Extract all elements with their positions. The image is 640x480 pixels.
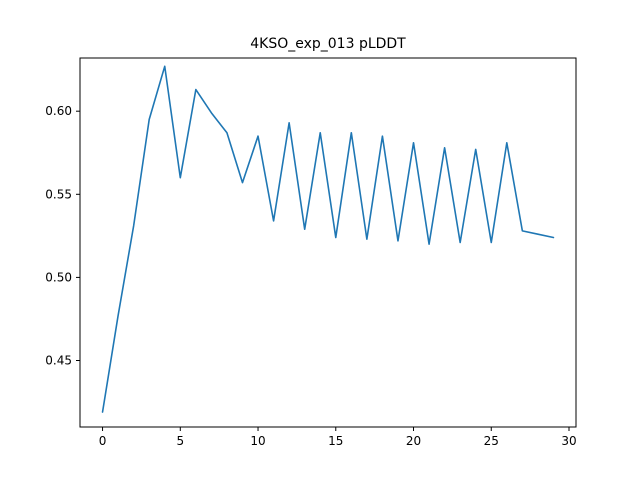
series-line — [101, 65, 555, 413]
axes-frame — [79, 57, 577, 428]
y-tick-label: 0.45 — [45, 354, 72, 368]
x-tick-label: 10 — [250, 434, 265, 448]
y-tick-label: 0.50 — [45, 270, 72, 284]
y-tick-label: 0.60 — [45, 104, 72, 118]
y-tick-label: 0.55 — [45, 187, 72, 201]
x-tick-label: 30 — [561, 434, 576, 448]
x-tick-label: 0 — [99, 434, 107, 448]
plot-area — [101, 65, 555, 413]
chart-title: 4KSO_exp_013 pLDDT — [250, 36, 406, 52]
x-tick-label: 20 — [406, 434, 421, 448]
x-tick-label: 5 — [176, 434, 184, 448]
axes: 0 5 10 15 20 25 30 0.45 0.50 0.55 0.60 — [45, 57, 577, 448]
x-tick-label: 15 — [328, 434, 343, 448]
x-tick-label: 25 — [484, 434, 499, 448]
